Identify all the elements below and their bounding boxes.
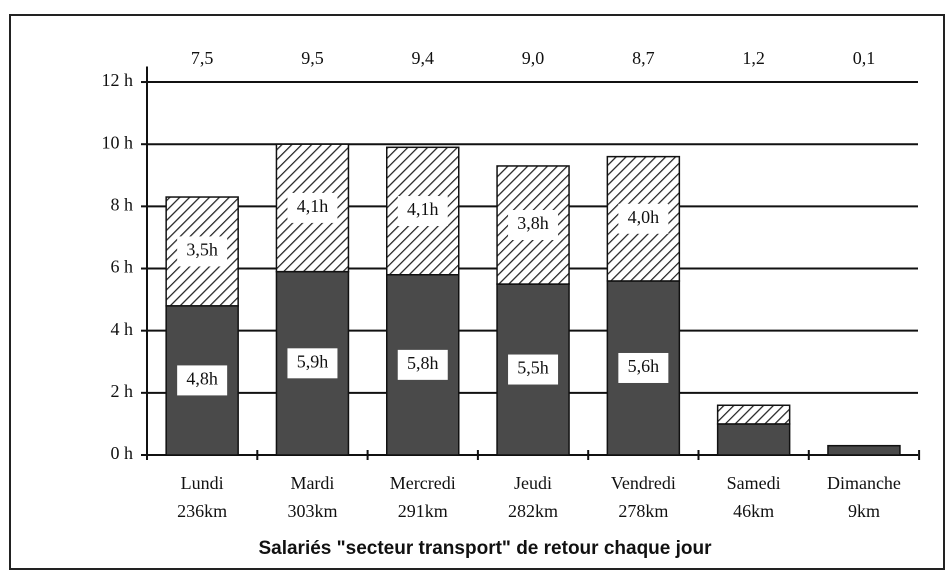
value-label: 5,8h [407, 353, 439, 373]
value-label: 5,5h [517, 358, 549, 378]
label-box [177, 236, 228, 267]
value-label: 3,8h [517, 213, 549, 233]
x-tick-label: Jeudi [514, 473, 552, 493]
label-box [618, 203, 669, 234]
value-label: 4,8h [186, 369, 218, 389]
y-tick-label: 10 h [102, 132, 134, 152]
bar-segment [827, 444, 901, 456]
label-box [508, 210, 559, 241]
x-tick-sublabel: 282km [508, 501, 558, 521]
value-label: 4,1h [297, 196, 329, 216]
x-tick-label: Samedi [727, 473, 781, 493]
x-tick-sublabel: 236km [177, 501, 227, 521]
label-box [508, 354, 559, 385]
y-tick-label: 4 h [111, 319, 134, 339]
bar-segment [716, 404, 791, 425]
value-label: 5,9h [297, 351, 329, 371]
value-label: 4,1h [407, 199, 439, 219]
label-box [618, 352, 669, 383]
label-box [177, 365, 228, 396]
label-box [287, 192, 338, 223]
value-label: 5,6h [628, 356, 660, 376]
y-tick-label: 12 h [102, 70, 134, 90]
x-tick-sublabel: 303km [287, 501, 337, 521]
label-box [397, 196, 448, 227]
top-label: 1,2 [742, 48, 765, 68]
x-tick-label: Dimanche [827, 473, 901, 493]
x-tick-sublabel: 9km [848, 501, 880, 521]
top-label: 7,5 [191, 48, 214, 68]
top-label: 9,0 [522, 48, 545, 68]
frame [9, 14, 945, 570]
x-tick-sublabel: 291km [398, 501, 448, 521]
y-tick-label: 6 h [111, 257, 134, 277]
top-label: 9,4 [412, 48, 435, 68]
x-tick-label: Mardi [290, 473, 334, 493]
chart-title: Salariés "secteur transport" de retour c… [258, 538, 712, 559]
x-tick-label: Vendredi [611, 473, 676, 493]
x-tick-sublabel: 46km [733, 501, 774, 521]
label-box [397, 349, 448, 380]
x-tick-sublabel: 278km [618, 501, 668, 521]
x-tick-label: Mercredi [390, 473, 456, 493]
y-tick-label: 0 h [111, 443, 134, 463]
y-tick-label: 8 h [111, 194, 134, 214]
top-label: 0,1 [853, 48, 876, 68]
top-label: 8,7 [632, 48, 655, 68]
value-label: 4,0h [628, 207, 660, 227]
value-label: 3,5h [186, 240, 218, 260]
y-tick-label: 2 h [111, 381, 134, 401]
bar-segment [716, 423, 791, 456]
x-tick-label: Lundi [181, 473, 224, 493]
label-box [287, 348, 338, 379]
top-label: 9,5 [301, 48, 324, 68]
